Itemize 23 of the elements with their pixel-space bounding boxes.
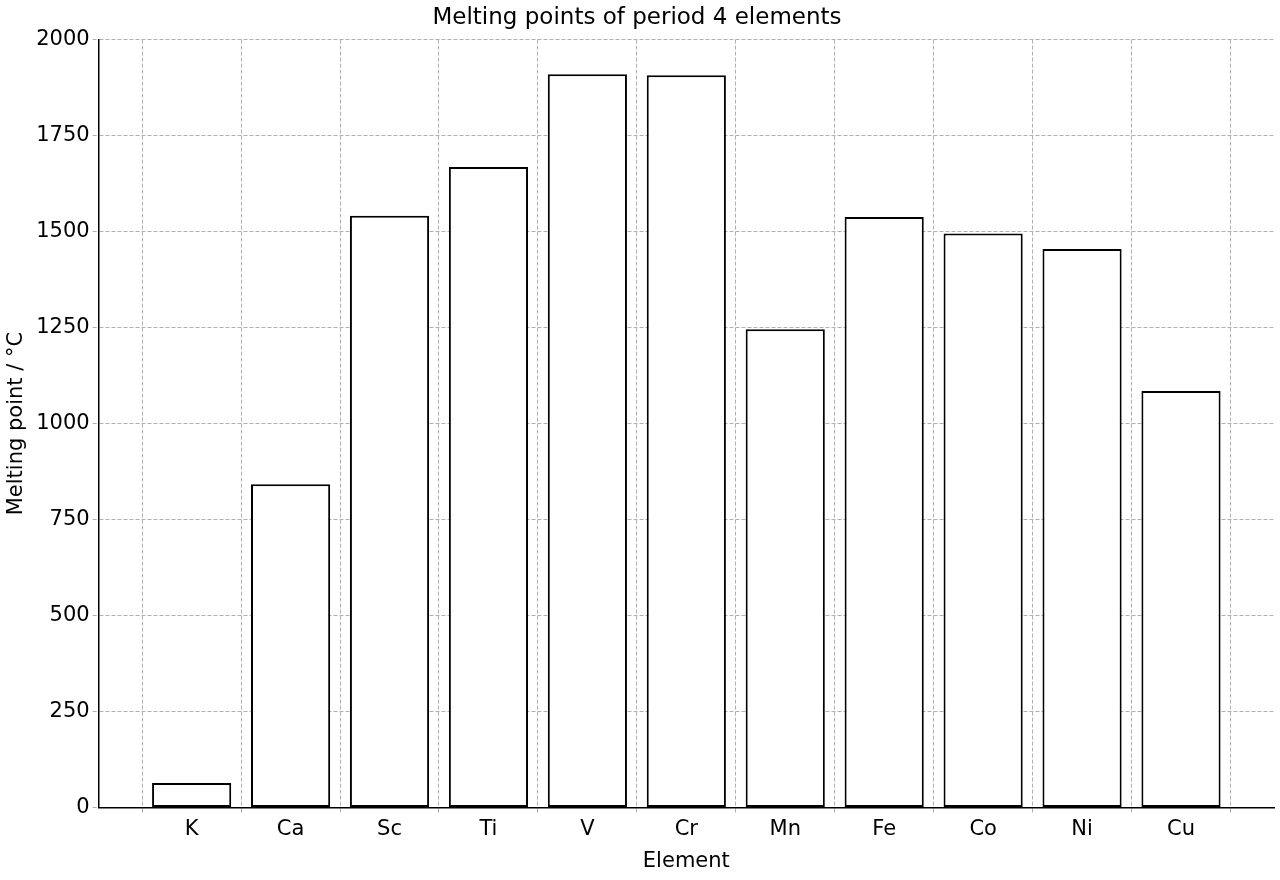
y-tick-label: 1000 [36,410,90,435]
y-tick-label: 250 [49,698,90,723]
x-tick-label: Ni [1071,815,1093,840]
y-axis-title: Melting point / °C [3,331,28,516]
y-tick-label: 0 [76,794,90,819]
y-tick-label: 750 [49,506,90,531]
y-tick-label: 1250 [36,314,90,339]
x-tick-label: Mn [769,815,801,840]
x-tick-label: Cr [674,815,699,840]
x-tick-label: Ti [478,815,498,840]
x-tick-label: Ca [276,815,305,840]
y-tick-label: 1500 [36,218,90,243]
y-tick-label: 1750 [36,122,90,147]
x-tick-label: Sc [377,815,402,840]
y-tick-label: 500 [49,602,90,627]
x-axis-title: Element [642,847,730,872]
y-tick-label: 2000 [36,26,90,51]
x-tick-label: K [184,815,200,840]
x-tick-label: Co [969,815,997,840]
chart-title: Melting points of period 4 elements [432,2,842,29]
x-tick-label: Fe [872,815,897,840]
x-tick-label: Cu [1167,815,1195,840]
x-tick-label: V [580,815,596,840]
